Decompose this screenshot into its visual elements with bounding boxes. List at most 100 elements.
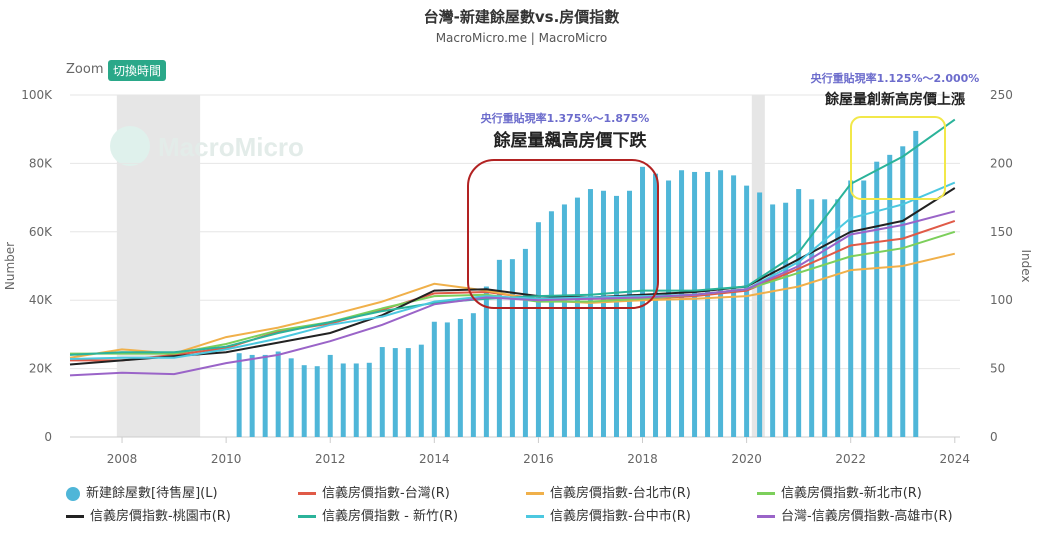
annotation-rate-1: 央行重貼現率1.375%～1.875% [481,111,650,125]
bar [236,353,242,437]
bar [470,313,476,437]
bar [301,365,307,437]
bar [822,199,828,437]
bar [653,173,659,437]
y-left-tick-label: 40K [29,293,53,307]
legend-label: 台灣-信義房價指數-高雄市(R) [781,509,953,524]
bar [796,189,802,437]
y-left-tick-label: 100K [21,88,53,102]
bar [705,171,711,437]
bar [887,154,893,437]
bar [262,354,268,437]
chart-subtitle: MacroMicro.me | MacroMicro [435,31,608,45]
x-tick-label: 2014 [419,452,450,466]
y-right-tick-label: 200 [990,156,1013,170]
bar [249,354,255,437]
bar [327,354,333,437]
bar [548,211,554,437]
chart-title: 台灣-新建餘屋數vs.房價指數 [423,8,620,26]
bar [405,348,411,437]
bar [600,190,606,437]
bar [444,322,450,437]
bar [522,248,528,437]
y-right-axis-title: Index [1019,249,1033,282]
bar [757,192,763,437]
legend-item-hsinchu[interactable]: 信義房價指數 - 新竹(R) [298,507,458,527]
legend-dot-icon [66,486,80,501]
annotation-text-1: 餘屋量飆高房價下跌 [494,130,648,151]
y-right-tick-label: 50 [990,362,1005,376]
bar [874,161,880,437]
bar [574,197,580,437]
bar [913,130,919,437]
bar [457,319,463,437]
bar [783,202,789,437]
bar [900,146,906,438]
switch-time-button[interactable]: 切換時間 [108,60,167,81]
legend-item-taichung[interactable]: 信義房價指數-台中市(R) [526,507,691,527]
x-tick-label: 2022 [835,452,866,466]
y-right-tick-label: 150 [990,225,1013,239]
series-line-taipei [69,252,956,359]
bar [861,180,867,437]
x-tick-label: 2024 [940,452,971,466]
legend-label: 信義房價指數-台灣(R) [322,486,450,501]
bar [613,195,619,437]
y-left-axis-title: Number [3,242,17,290]
bar [288,358,294,437]
bar [848,180,854,437]
bar [392,348,398,437]
legend-item-newtaipei[interactable]: 信義房價指數-新北市(R) [757,484,922,504]
bar [587,189,593,437]
legend-item-taiwan[interactable]: 信義房價指數-台灣(R) [298,484,450,504]
x-tick-label: 2016 [523,452,554,466]
annotation-box-yellow [850,116,946,200]
legend-line-icon [757,515,775,518]
bar [535,222,541,437]
bar [561,204,567,437]
y-left-tick-label: 0 [44,430,52,444]
bar [509,259,515,437]
watermark-text: MacroMicro [158,132,304,162]
y-right-tick-label: 250 [990,88,1013,102]
bar [770,204,776,437]
annotation-rate-2: 央行重貼現率1.125%～2.000% [811,71,980,85]
y-right-tick-label: 100 [990,293,1013,307]
bar [679,170,685,438]
legend-item-taipei[interactable]: 信義房價指數-台北市(R) [526,484,691,504]
annotation-box-red [467,159,659,309]
bar [353,363,359,437]
bar [418,344,424,437]
series-line-taichung [69,181,956,360]
legend-item-bars[interactable]: 新建餘屋數[待售屋](L) [66,484,218,504]
bar [809,199,815,437]
bar [379,347,385,437]
legend-line-icon [298,515,316,518]
x-tick-label: 2020 [731,452,762,466]
y-left-tick-label: 80K [29,156,53,170]
bar [483,286,489,437]
legend-line-icon [757,492,775,495]
legend-label: 信義房價指數-新北市(R) [781,486,922,501]
zoom-label: Zoom [66,62,104,77]
bar [744,185,750,437]
bar [366,362,372,437]
bar [275,351,281,437]
x-tick-label: 2018 [627,452,658,466]
bar [640,166,646,437]
legend-label: 信義房價指數 - 新竹(R) [322,509,459,524]
series-line-kaohsiung [69,210,956,377]
y-left-tick-label: 60K [29,225,53,239]
y-right-tick-label: 0 [990,430,998,444]
legend-label: 信義房價指數-桃園市(R) [90,509,231,524]
legend-item-kaohsiung[interactable]: 台灣-信義房價指數-高雄市(R) [757,507,953,527]
x-tick-label: 2008 [107,452,138,466]
bar [496,259,502,437]
annotation-text-2: 餘屋量創新高房價上漲 [825,91,966,108]
bar [731,175,737,437]
y-left-tick-label: 20K [29,362,53,376]
legend-item-taoyuan[interactable]: 信義房價指數-桃園市(R) [66,507,231,527]
legend-label: 信義房價指數-台北市(R) [550,486,691,501]
bar [835,199,841,437]
x-tick-label: 2010 [211,452,242,466]
